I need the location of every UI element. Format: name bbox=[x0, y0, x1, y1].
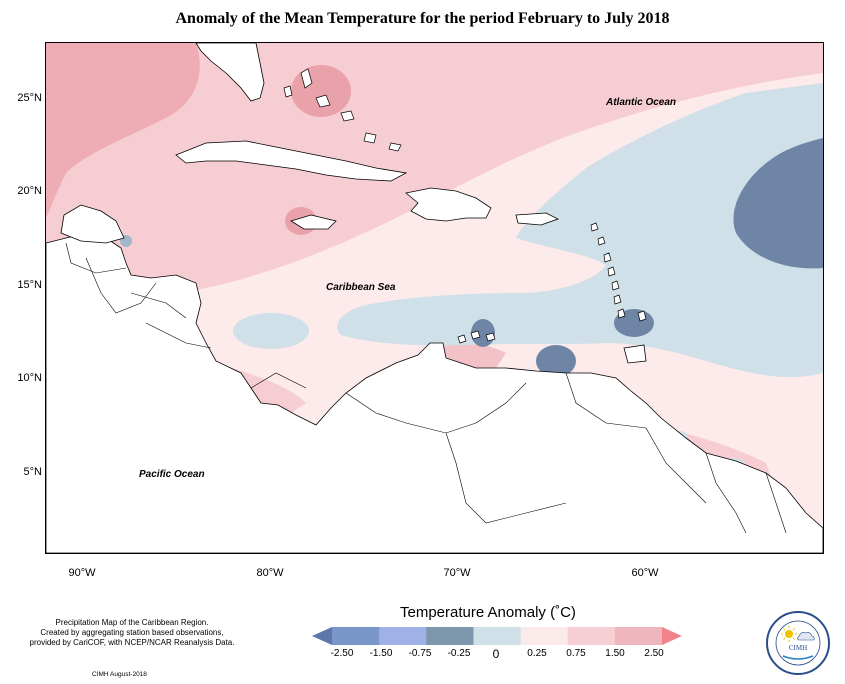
cool-spot-west bbox=[233, 313, 309, 349]
legend-swatch bbox=[379, 627, 427, 645]
country-borders bbox=[65, 242, 787, 534]
legend-swatch bbox=[567, 627, 616, 645]
legend-swatch bbox=[614, 627, 663, 645]
footer-note-line: provided by CariCOF, with NCEP/NCAR Rean… bbox=[29, 638, 235, 647]
footer-credit: CIMH August-2018 bbox=[92, 671, 147, 678]
footer-note-line: Precipitation Map of the Caribbean Regio… bbox=[55, 618, 209, 627]
legend-tick: -2.50 bbox=[330, 648, 354, 659]
caribbean-sea-label: Caribbean Sea bbox=[326, 282, 396, 293]
legend-swatch bbox=[312, 627, 332, 645]
lat-tick-15n: 15°N bbox=[17, 279, 42, 291]
lon-tick-60w: 60°W bbox=[631, 567, 659, 579]
land-hispaniola bbox=[405, 187, 492, 222]
lat-tick-5n: 5°N bbox=[23, 466, 42, 478]
legend-tick: 0 bbox=[492, 647, 500, 661]
cloud-icon bbox=[797, 632, 815, 641]
legend-swatch bbox=[473, 627, 522, 645]
positive-anomaly-region bbox=[46, 43, 823, 294]
land-cuba bbox=[175, 140, 408, 182]
cimh-logo: CIMH bbox=[766, 611, 830, 675]
legend-colorbar bbox=[312, 627, 682, 645]
atlantic-ocean-label: Atlantic Ocean bbox=[605, 97, 676, 108]
lesser-antilles-islands bbox=[590, 222, 647, 322]
legend-swatch bbox=[332, 627, 380, 645]
negative-anomaly-region bbox=[337, 83, 823, 378]
land-central-america bbox=[46, 232, 823, 553]
lon-tick-80w: 80°W bbox=[256, 567, 284, 579]
land-trinidad bbox=[623, 344, 647, 364]
legend-tick: 0.75 bbox=[566, 648, 586, 659]
legend-tick: 2.50 bbox=[644, 648, 664, 659]
legend-swatch bbox=[520, 627, 569, 645]
legend-tick: -1.50 bbox=[369, 648, 393, 659]
legend-ticks: -2.50 -1.50 -0.75 -0.25 0 0.25 0.75 1.50… bbox=[0, 647, 845, 664]
legend-swatch bbox=[426, 627, 474, 645]
bahamas-islands bbox=[283, 68, 402, 152]
abc-islands bbox=[457, 330, 496, 344]
land-florida bbox=[195, 43, 265, 102]
logo-name: CIMH bbox=[789, 644, 807, 652]
lat-tick-25n: 25°N bbox=[17, 92, 42, 104]
map-title: Anomaly of the Mean Temperature for the … bbox=[175, 10, 670, 27]
strong-positive-region-north bbox=[46, 43, 200, 218]
footer-note-line: Created by aggregating station based obs… bbox=[40, 628, 224, 637]
land-yucatan bbox=[60, 204, 125, 244]
legend-tick: -0.75 bbox=[408, 648, 432, 659]
sun-icon bbox=[781, 626, 797, 642]
map-panel: Atlantic Ocean Caribbean Sea Pacific Oce… bbox=[45, 42, 824, 554]
footer-note: Precipitation Map of the Caribbean Regio… bbox=[22, 618, 242, 648]
legend-swatch bbox=[662, 627, 682, 645]
legend-tick: -0.25 bbox=[447, 648, 471, 659]
lon-tick-90w: 90°W bbox=[68, 567, 96, 579]
land-jamaica bbox=[290, 214, 337, 230]
legend-tick: 0.25 bbox=[527, 648, 547, 659]
warm-spot-bahamas bbox=[291, 65, 351, 117]
strong-negative-atlantic bbox=[733, 138, 823, 269]
lat-tick-20n: 20°N bbox=[17, 185, 42, 197]
pacific-ocean-label: Pacific Ocean bbox=[139, 469, 205, 480]
lat-tick-10n: 10°N bbox=[17, 372, 42, 384]
land-puerto-rico bbox=[515, 212, 560, 226]
legend-tick: 1.50 bbox=[605, 648, 625, 659]
legend-title: Temperature Anomaly (˚C) bbox=[400, 604, 576, 621]
anomaly-map: Atlantic Ocean Caribbean Sea Pacific Oce… bbox=[46, 43, 823, 553]
cool-spot-venezuela bbox=[536, 345, 576, 377]
lon-tick-70w: 70°W bbox=[443, 567, 471, 579]
